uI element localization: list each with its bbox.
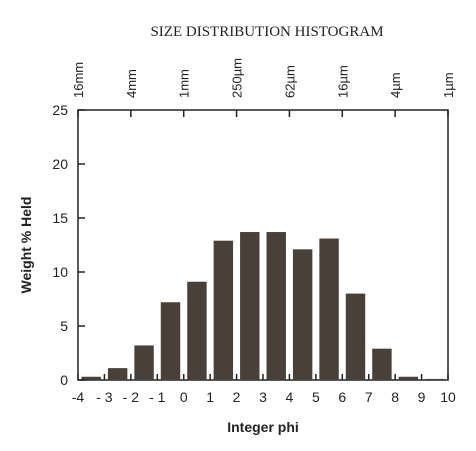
x-tick-label: 3: [259, 389, 267, 405]
x-tick-label: - 1: [149, 389, 166, 405]
bar-6: [240, 232, 260, 380]
y-tick-label: 15: [52, 210, 68, 226]
y-tick-label: 0: [60, 372, 68, 388]
bars-group: [81, 232, 445, 380]
y-axis: 0 5 10 15 20 25: [52, 102, 85, 388]
x-tick-label: 10: [440, 389, 456, 405]
x-tick-label: 7: [365, 389, 373, 405]
x-axis-label: Integer phi: [227, 419, 299, 435]
bar-2: [134, 345, 154, 380]
top-tick-label: 1mm: [177, 69, 192, 98]
bar-8: [292, 249, 313, 380]
bar-10: [345, 293, 366, 380]
x-axis: -4 - 3 - 2 - 1 0 1 2 3 4 5 6 7 8 9 10: [72, 374, 456, 405]
y-axis-label: Weight % Held: [18, 197, 34, 294]
bar-11: [372, 348, 392, 380]
x-tick-label: 9: [418, 389, 426, 405]
x-tick-label: -4: [72, 389, 85, 405]
chart-title: SIZE DISTRIBUTION HISTOGRAM: [150, 24, 383, 40]
y-tick-label: 20: [52, 156, 68, 172]
y-tick-label: 5: [60, 318, 68, 334]
bar-9: [319, 238, 339, 380]
top-tick-label: 62µm: [282, 65, 297, 98]
bar-13: [425, 378, 445, 380]
x-tick-label: 2: [233, 389, 241, 405]
x-tick-label: 6: [338, 389, 346, 405]
bar-3: [160, 302, 181, 380]
top-tick-label: 16µm: [335, 65, 350, 98]
bar-1: [107, 368, 128, 380]
y-tick-label: 25: [52, 102, 68, 118]
top-tick-label: 1µm: [441, 72, 456, 98]
bar-12: [398, 376, 419, 380]
top-tick-label: 250µm: [230, 58, 245, 98]
top-tick-label: 16mm: [71, 62, 86, 98]
bar-7: [266, 232, 286, 380]
x-tick-label: 0: [180, 389, 188, 405]
x-tick-label: 4: [286, 389, 294, 405]
plot-frame: [77, 109, 449, 381]
bar-0: [81, 376, 101, 380]
top-tick-label: 4µm: [388, 72, 403, 98]
x-tick-label: 5: [312, 389, 320, 405]
x-tick-label: 1: [206, 389, 214, 405]
y-tick-label: 10: [52, 264, 68, 280]
top-tick-label: 4mm: [124, 69, 139, 98]
top-size-axis: 16mm 4mm 1mm 250µm 62µm 16µm 4µm 1µm: [71, 58, 456, 117]
x-tick-label: 8: [391, 389, 399, 405]
bar-4: [187, 281, 207, 380]
x-tick-label: - 3: [96, 389, 113, 405]
x-tick-label: - 2: [123, 389, 140, 405]
bar-5: [213, 240, 234, 380]
